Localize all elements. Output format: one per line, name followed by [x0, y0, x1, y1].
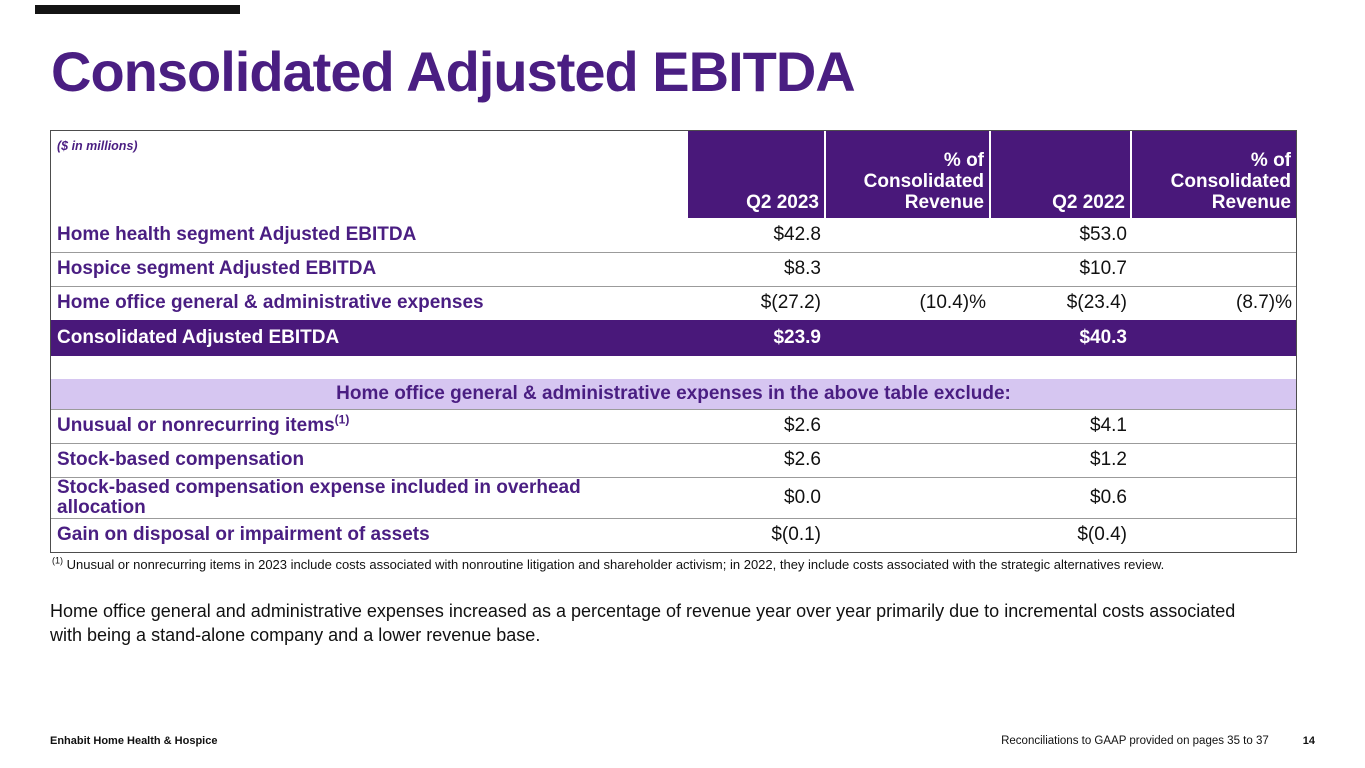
value-cell: (10.4)% [919, 292, 986, 314]
row-label: Hospice segment Adjusted EBITDA [51, 252, 688, 287]
value-cell: $(0.4) [1077, 524, 1127, 546]
section-header-row: Home office general & administrative exp… [51, 379, 1296, 410]
ebitda-table-grid: ($ in millions) Q2 2023 % of Consolidate… [51, 131, 1296, 552]
value-cell: $(23.4) [1066, 292, 1127, 314]
value-cell [825, 443, 990, 478]
table-row-unusual-items: Unusual or nonrecurring items(1) $2.6 $4… [51, 409, 1296, 444]
spacer-row [51, 356, 1296, 379]
page-number: 14 [1302, 735, 1315, 747]
table-row-home-health: Home health segment Adjusted EBITDA $42.… [51, 218, 1296, 253]
value-cell [1131, 409, 1296, 444]
value-cell [825, 409, 990, 444]
value-cell [1131, 518, 1296, 552]
column-header-pct-revenue-2023: % of Consolidated Revenue [824, 131, 990, 218]
value-cell [1131, 252, 1296, 287]
row-label: Home health segment Adjusted EBITDA [51, 218, 688, 253]
footnote-marker: (1) [334, 412, 350, 427]
row-label: Stock-based compensation [51, 443, 688, 478]
footer-company-name: Enhabit Home Health & Hospice [50, 735, 218, 747]
table-row-consolidated-total: Consolidated Adjusted EBITDA $23.9 $40.3 [51, 320, 1296, 356]
footer-gaap-note: Reconciliations to GAAP provided on page… [1001, 735, 1269, 747]
value-cell [1131, 218, 1296, 253]
value-cell [825, 518, 990, 552]
value-cell: $8.3 [688, 252, 825, 287]
top-accent-bar [35, 5, 240, 14]
table-row-stock-comp-overhead: Stock-based compensation expense include… [51, 477, 1296, 519]
footnote: (1) Unusual or nonrecurring items in 202… [52, 555, 1302, 572]
value-cell [825, 477, 990, 519]
value-cell: (8.7)% [1236, 292, 1292, 314]
value-cell [825, 218, 990, 253]
value-cell [825, 252, 990, 287]
value-cell: $(0.1) [771, 524, 821, 546]
footnote-text: Unusual or nonrecurring items in 2023 in… [66, 557, 1165, 572]
row-label: Home office general & administrative exp… [57, 292, 484, 314]
value-cell [1131, 320, 1296, 356]
row-label: Consolidated Adjusted EBITDA [51, 320, 688, 356]
section-header: Home office general & administrative exp… [51, 379, 1296, 410]
row-label: Unusual or nonrecurring items(1) [51, 409, 688, 444]
value-cell: $(27.2) [760, 292, 821, 314]
table-header-row: ($ in millions) Q2 2023 % of Consolidate… [51, 131, 1296, 218]
value-cell [1131, 443, 1296, 478]
value-cell [1131, 477, 1296, 519]
column-header-q2-2023: Q2 2023 [688, 131, 825, 218]
value-cell: $1.2 [990, 443, 1131, 478]
slide-footer: Enhabit Home Health & Hospice Reconcilia… [50, 735, 1315, 747]
footnote-marker: (1) [52, 555, 63, 566]
row-label: Gain on disposal or impairment of assets [57, 524, 430, 546]
value-cell: $4.1 [990, 409, 1131, 444]
value-cell: $0.0 [688, 477, 825, 519]
column-header-pct-revenue-2022: % of Consolidated Revenue [1130, 131, 1296, 218]
value-cell: $2.6 [688, 409, 825, 444]
commentary-paragraph: Home office general and administrative e… [50, 601, 1236, 645]
column-header-q2-2022: Q2 2022 [989, 131, 1131, 218]
value-cell: $23.9 [688, 320, 825, 356]
page-title: Consolidated Adjusted EBITDA [51, 40, 856, 103]
value-cell: $42.8 [688, 218, 825, 253]
value-cell: $2.6 [688, 443, 825, 478]
units-note: ($ in millions) [57, 139, 138, 153]
units-note-cell: ($ in millions) [51, 131, 688, 218]
value-cell: $40.3 [990, 320, 1131, 356]
table-row-stock-comp: Stock-based compensation $2.6 $1.2 [51, 443, 1296, 478]
value-cell [825, 320, 990, 356]
table-row-hospice: Hospice segment Adjusted EBITDA $8.3 $10… [51, 252, 1296, 287]
value-cell: $10.7 [990, 252, 1131, 287]
value-cell: $53.0 [990, 218, 1131, 253]
value-cell: $0.6 [990, 477, 1131, 519]
row-label: Stock-based compensation expense include… [51, 477, 688, 519]
table-row-gain-disposal: Gain on disposal or impairment of assets… [51, 518, 1296, 552]
ebitda-table: ($ in millions) Q2 2023 % of Consolidate… [50, 130, 1297, 553]
table-row-home-office-ga: Home office general & administrative exp… [51, 286, 1296, 320]
